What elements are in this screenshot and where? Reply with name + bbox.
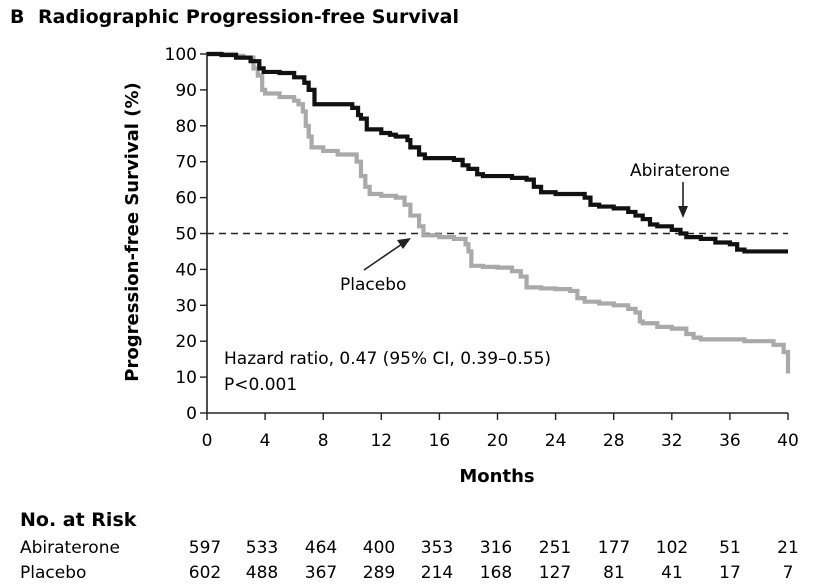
risk-cell-abiraterone-0: 597 xyxy=(189,538,221,558)
risk-cell-placebo-28: 81 xyxy=(603,563,625,583)
y-tick-label-20: 20 xyxy=(175,332,197,352)
risk-cell-abiraterone-8: 464 xyxy=(305,538,337,558)
risk-cell-placebo-8: 367 xyxy=(305,563,337,583)
y-tick-label-80: 80 xyxy=(175,117,197,137)
y-tick-label-0: 0 xyxy=(186,404,197,424)
risk-cell-placebo-24: 127 xyxy=(539,563,571,583)
y-tick-label-40: 40 xyxy=(175,260,197,280)
x-tick-label-0: 0 xyxy=(202,431,213,451)
hazard-ratio-text: Hazard ratio, 0.47 (95% CI, 0.39–0.55) xyxy=(224,349,551,369)
risk-cell-abiraterone-24: 251 xyxy=(539,538,571,558)
chart-title: Radiographic Progression-free Survival xyxy=(38,6,459,28)
x-tick-label-40: 40 xyxy=(777,431,799,451)
annotation-placebo: Placebo xyxy=(340,275,406,295)
x-tick-label-8: 8 xyxy=(318,431,329,451)
x-tick-label-24: 24 xyxy=(545,431,567,451)
y-tick-label-30: 30 xyxy=(175,296,197,316)
risk-cell-abiraterone-20: 316 xyxy=(480,538,512,558)
risk-cell-abiraterone-4: 533 xyxy=(246,538,278,558)
y-axis-title: Progression-free Survival (%) xyxy=(122,82,143,381)
risk-table-title: No. at Risk xyxy=(20,509,137,531)
risk-cell-placebo-20: 168 xyxy=(480,563,512,583)
series-line-placebo xyxy=(207,51,791,374)
risk-cell-placebo-0: 602 xyxy=(189,563,221,583)
annotation-placebo-arrow xyxy=(363,243,403,271)
risk-cell-placebo-16: 214 xyxy=(421,563,453,583)
risk-cell-abiraterone-16: 353 xyxy=(421,538,453,558)
y-tick-label-100: 100 xyxy=(165,45,197,65)
series-group xyxy=(207,51,791,374)
annotation-abiraterone-arrowhead xyxy=(678,206,688,218)
risk-cell-placebo-40: 7 xyxy=(783,563,794,583)
risk-row-label-abiraterone: Abiraterone xyxy=(20,538,120,558)
risk-cell-abiraterone-12: 400 xyxy=(363,538,395,558)
risk-cell-placebo-4: 488 xyxy=(246,563,278,583)
risk-cell-placebo-36: 17 xyxy=(719,563,741,583)
x-tick-label-4: 4 xyxy=(260,431,271,451)
annotation-placebo-arrowhead xyxy=(397,238,411,249)
x-tick-label-16: 16 xyxy=(429,431,451,451)
x-tick-label-32: 32 xyxy=(661,431,683,451)
risk-cell-abiraterone-40: 21 xyxy=(777,538,799,558)
y-tick-label-60: 60 xyxy=(175,189,197,209)
y-tick-label-70: 70 xyxy=(175,153,197,173)
risk-row-label-placebo: Placebo xyxy=(20,563,86,583)
risk-cell-abiraterone-28: 177 xyxy=(598,538,630,558)
x-axis-title: Months xyxy=(459,466,534,487)
risk-cell-abiraterone-32: 102 xyxy=(656,538,688,558)
y-tick-label-50: 50 xyxy=(175,225,197,245)
series-line-abiraterone xyxy=(207,51,788,254)
risk-cell-abiraterone-36: 51 xyxy=(719,538,741,558)
x-tick-label-28: 28 xyxy=(603,431,625,451)
x-tick-label-36: 36 xyxy=(719,431,741,451)
risk-cell-placebo-32: 41 xyxy=(661,563,683,583)
x-axis-ticks: 0 4 8 12 16 20 24 28 32 36 40 xyxy=(202,413,799,451)
panel-letter: B xyxy=(10,6,24,28)
x-tick-label-12: 12 xyxy=(370,431,392,451)
y-tick-label-10: 10 xyxy=(175,368,197,388)
y-axis-ticks: 0 10 20 30 40 50 60 70 80 90 100 xyxy=(165,45,207,424)
risk-cell-placebo-12: 289 xyxy=(363,563,395,583)
y-tick-label-90: 90 xyxy=(175,81,197,101)
annotation-abiraterone: Abiraterone xyxy=(630,161,730,181)
p-value-text: P<0.001 xyxy=(224,375,297,395)
x-tick-label-20: 20 xyxy=(487,431,509,451)
